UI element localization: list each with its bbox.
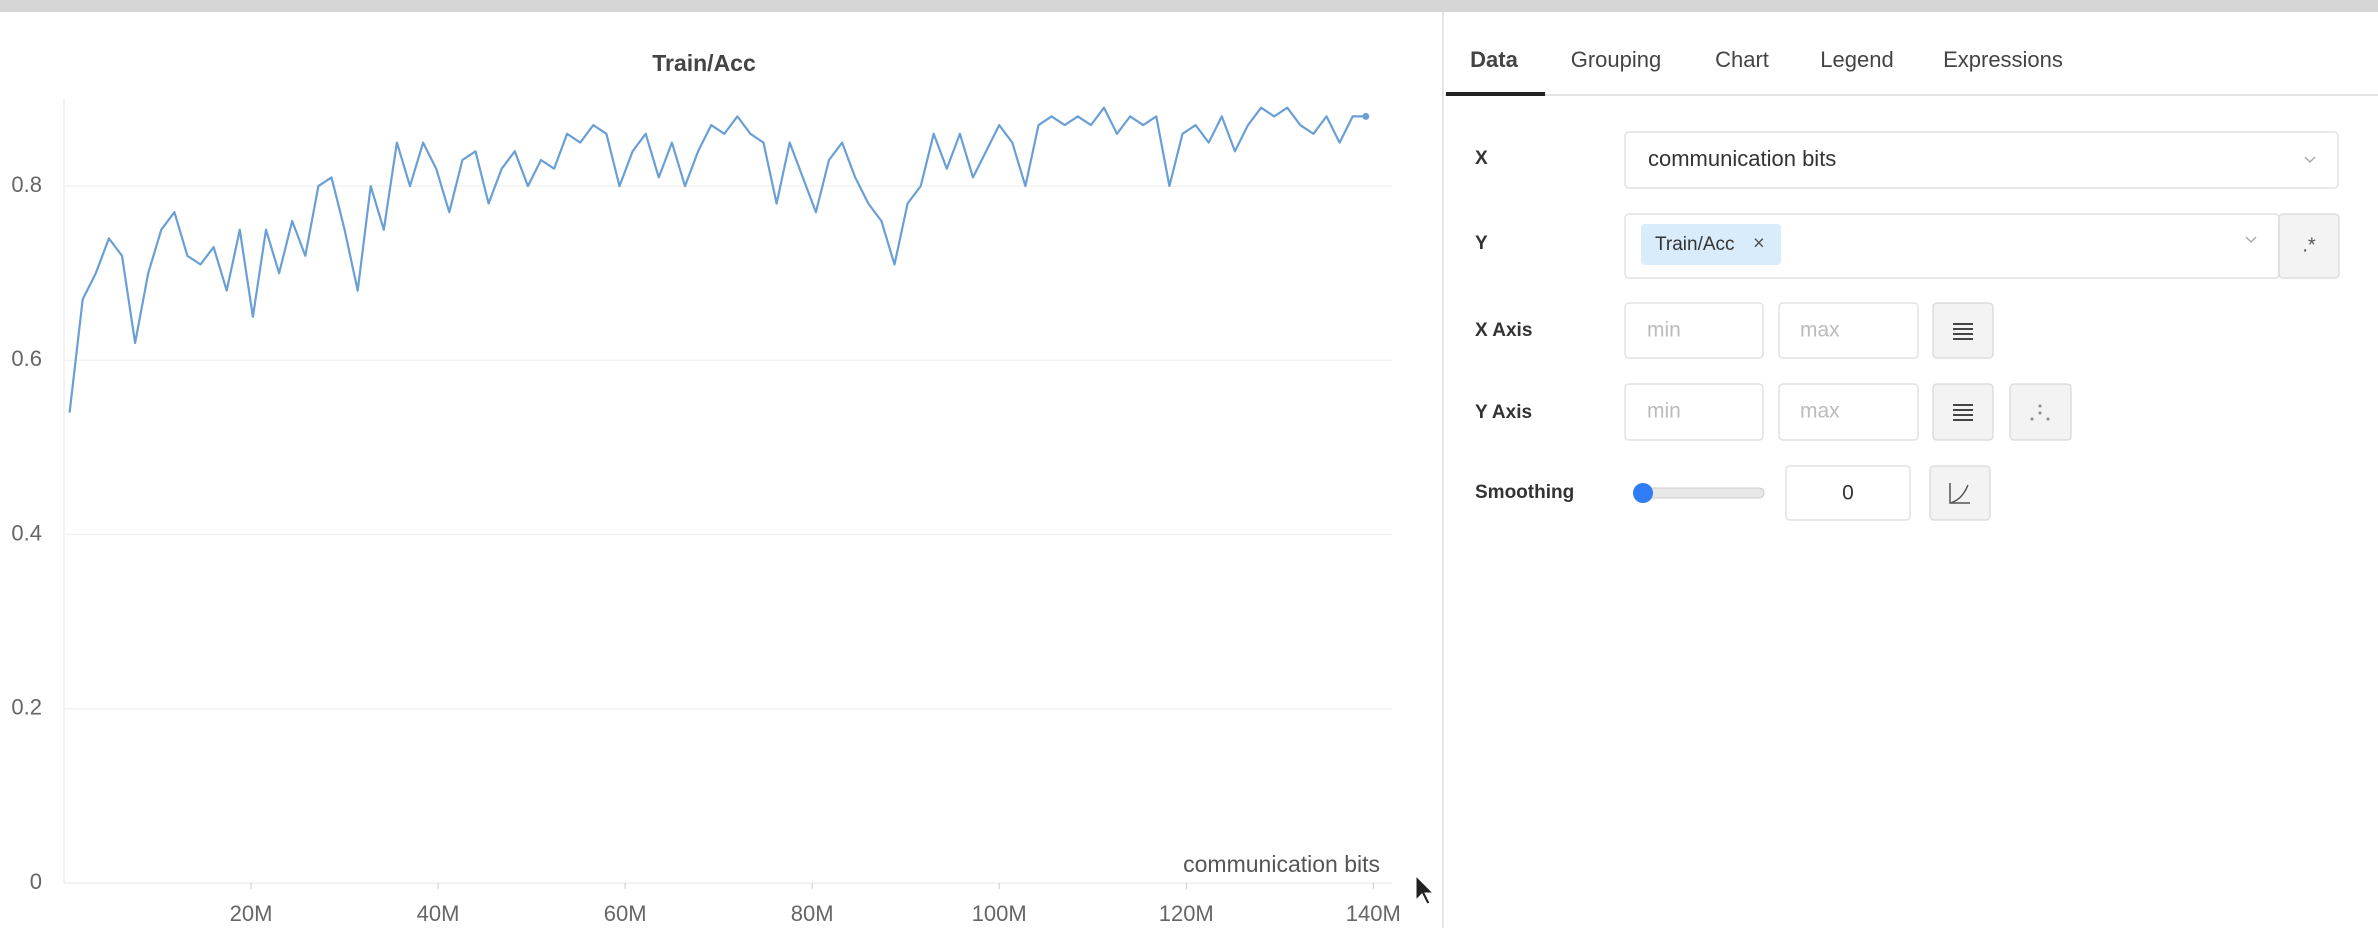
smoothing-label: Smoothing <box>1475 482 1574 503</box>
smoothing-input[interactable] <box>1785 465 1911 521</box>
y-max[interactable] <box>1778 383 1919 441</box>
x-tick-label: 20M <box>230 901 273 926</box>
y-chip[interactable] <box>1641 224 1781 265</box>
y-min[interactable] <box>1624 383 1764 441</box>
y-log-button[interactable] <box>1932 383 1994 441</box>
tab[interactable]: Grouping <box>1571 47 1662 72</box>
y-label: Y <box>1475 233 1488 254</box>
chevron <box>2245 236 2257 244</box>
x-tick-label: 120M <box>1159 901 1214 926</box>
icon <box>1953 323 1973 340</box>
y-tick-label: 0.4 <box>11 520 42 545</box>
tab[interactable]: Chart <box>1715 47 1769 72</box>
regex-text: .* <box>2302 234 2316 256</box>
x-tick-label: 40M <box>417 901 460 926</box>
tab[interactable]: Data <box>1470 47 1518 72</box>
smoothing-value: 0 <box>1842 482 1854 505</box>
y-tick-label: 0.8 <box>11 172 42 197</box>
tab[interactable]: Expressions <box>1943 47 2063 72</box>
slider-track[interactable] <box>1642 487 1765 499</box>
x-min[interactable] <box>1624 302 1764 359</box>
x-axis-label: X Axis <box>1475 320 1532 341</box>
x-log-button[interactable] <box>1932 302 1994 359</box>
x-select[interactable] <box>1624 131 2339 189</box>
x-value: communication bits <box>1648 146 1836 171</box>
y-tick-label: 0 <box>30 869 42 894</box>
y-tick-label: 0.6 <box>11 346 42 371</box>
smoothing-button[interactable] <box>1929 465 1991 521</box>
x-max[interactable] <box>1778 302 1919 359</box>
y-chip-text: Train/Acc <box>1655 234 1735 255</box>
top-bar <box>0 0 2378 12</box>
y-axis-label: Y Axis <box>1475 402 1532 423</box>
slider-knob[interactable] <box>1633 483 1653 503</box>
x-tick-label: 100M <box>972 901 1027 926</box>
x-label: X <box>1475 148 1488 169</box>
placeholder: min <box>1647 319 1681 342</box>
icon <box>2030 404 2050 421</box>
icon <box>1953 404 1973 421</box>
chip-close[interactable]: × <box>1753 232 1765 254</box>
placeholder: max <box>1800 319 1840 342</box>
chevron <box>2304 156 2316 164</box>
regex-button[interactable] <box>2278 213 2340 279</box>
icon <box>1949 483 1970 504</box>
cursor <box>1415 874 1435 905</box>
placeholder: min <box>1647 400 1681 423</box>
placeholder: max <box>1800 400 1840 423</box>
line <box>68 106 1366 413</box>
x-tick-label: 60M <box>604 901 647 926</box>
chart-title: Train/Acc <box>652 50 756 76</box>
end-dot <box>1362 112 1370 120</box>
tab[interactable]: Legend <box>1820 47 1893 72</box>
x-tick-label: 80M <box>791 901 834 926</box>
tab-underline <box>1446 92 1545 96</box>
x-tick-label: 140M <box>1346 901 1401 926</box>
y-tick-label: 0.2 <box>11 695 42 720</box>
x-axis-label: communication bits <box>1183 851 1380 877</box>
